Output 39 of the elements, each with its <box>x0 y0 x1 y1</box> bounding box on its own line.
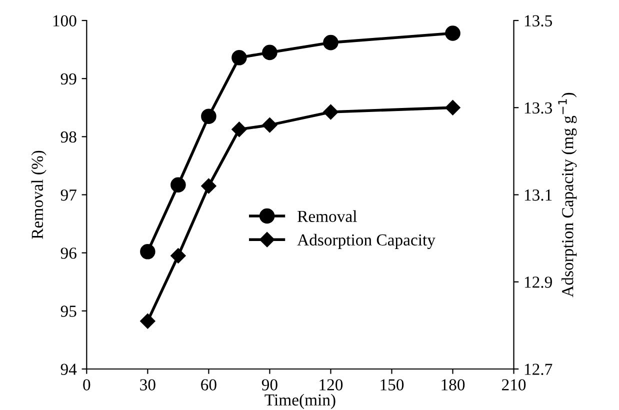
point <box>262 44 278 60</box>
x-tick-label: 180 <box>442 379 465 390</box>
x-tick-label: 210 <box>502 379 526 390</box>
y2-tick-label: 13.5 <box>524 15 552 27</box>
x-tick-label: 0 <box>83 379 90 390</box>
y-tick-label: 100 <box>53 15 76 26</box>
y2-tick-label: 12.9 <box>524 276 552 288</box>
point <box>232 50 247 66</box>
point <box>170 248 186 264</box>
point <box>262 117 278 133</box>
y2-tick-label: 13.1 <box>524 189 552 201</box>
point <box>445 26 460 41</box>
point <box>201 108 216 124</box>
point <box>140 314 156 329</box>
x-tick-label: 150 <box>380 379 404 390</box>
y-tick-label: 96 <box>60 248 76 259</box>
y-axis-title: Removal (%) <box>31 150 46 239</box>
point <box>232 122 247 137</box>
point <box>323 34 338 50</box>
x-tick-label: 120 <box>320 379 343 390</box>
y-tick-label: 98 <box>60 131 76 143</box>
y-tick-label: 97 <box>60 189 76 201</box>
y-tick-label: 95 <box>60 306 76 317</box>
y2-tick-label: 12.7 <box>524 364 552 376</box>
point <box>445 100 460 116</box>
x-axis-title: Time(min) <box>264 394 336 409</box>
point <box>201 178 216 194</box>
x-tick-label: 60 <box>201 379 216 390</box>
point <box>323 104 338 120</box>
legend-label: Removal <box>298 210 357 222</box>
x-tick-label: 30 <box>140 379 156 390</box>
point <box>140 244 156 260</box>
x-tick-label: 90 <box>262 379 278 390</box>
y-tick-label: 99 <box>60 73 76 85</box>
y2-tick-label: 13.3 <box>524 102 552 114</box>
point <box>170 177 186 193</box>
legend-label: Adsorption Capacity <box>297 234 436 250</box>
y-tick-label: 94 <box>60 364 77 375</box>
y2-axis-title: Adsorption Capacity (mg g$^{−1}$) <box>558 92 577 298</box>
